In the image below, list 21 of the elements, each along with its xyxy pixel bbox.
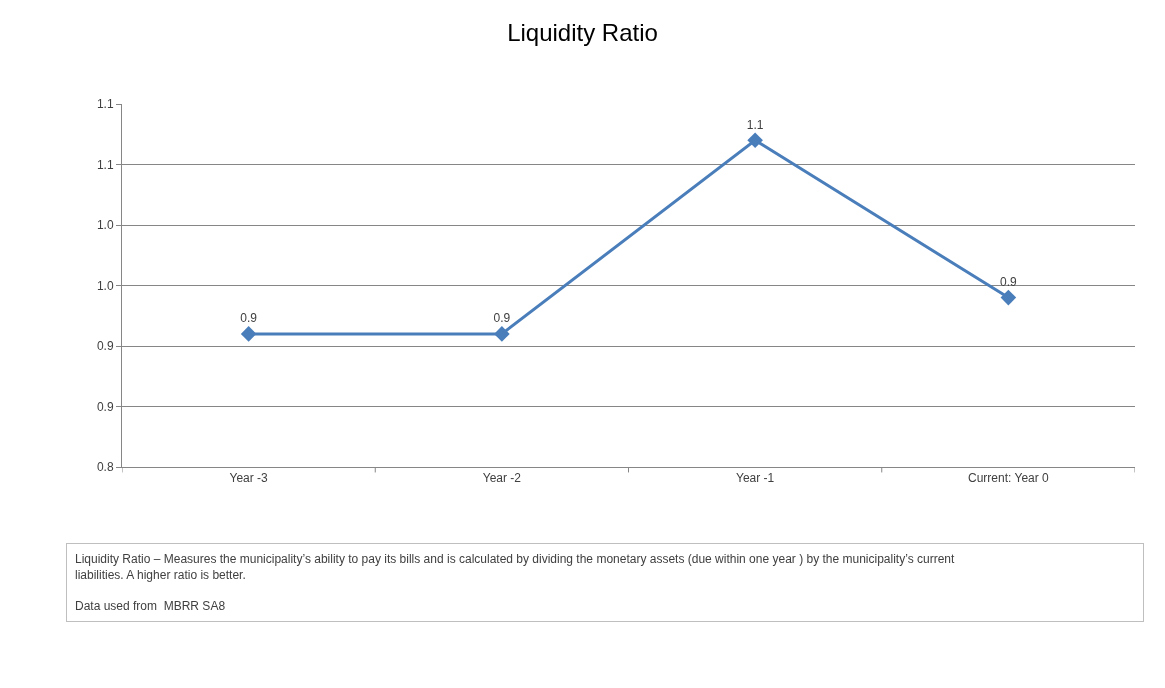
y-tick-label: 1.0 (96, 218, 114, 233)
y-tick-label: 0.9 (96, 399, 114, 414)
y-tick-label: 0.8 (96, 460, 114, 475)
x-tick-label: Year -3 (229, 471, 269, 486)
x-tick-label: Year -1 (736, 471, 775, 486)
y-tick-label: 1.0 (96, 278, 114, 293)
y-tick-label: 0.9 (96, 339, 114, 354)
chart-title: Liquidity Ratio (507, 18, 658, 46)
text: Data used from MBRR SA8 (75, 598, 226, 613)
data-label: 0.9 (240, 311, 258, 326)
text: Liquidity Ratio – Measures the municipality’s ability to pay its bills and is calculated by dividing the monetary assets (due within one year ) by the municipality’s current liabilities. A higher ratio is better. (75, 552, 955, 582)
y-tick-label: 1.1 (96, 97, 114, 112)
point (240, 326, 257, 342)
point (1000, 289, 1017, 306)
y-tick-label: 1.1 (96, 157, 114, 172)
x-tick-label: Current: Year 0 (968, 471, 1050, 486)
data-label: 1.1 (746, 117, 764, 132)
point (747, 132, 763, 149)
point (494, 326, 510, 342)
data-label: 0.9 (493, 311, 511, 326)
x-tick-label: Year -2 (482, 471, 522, 486)
